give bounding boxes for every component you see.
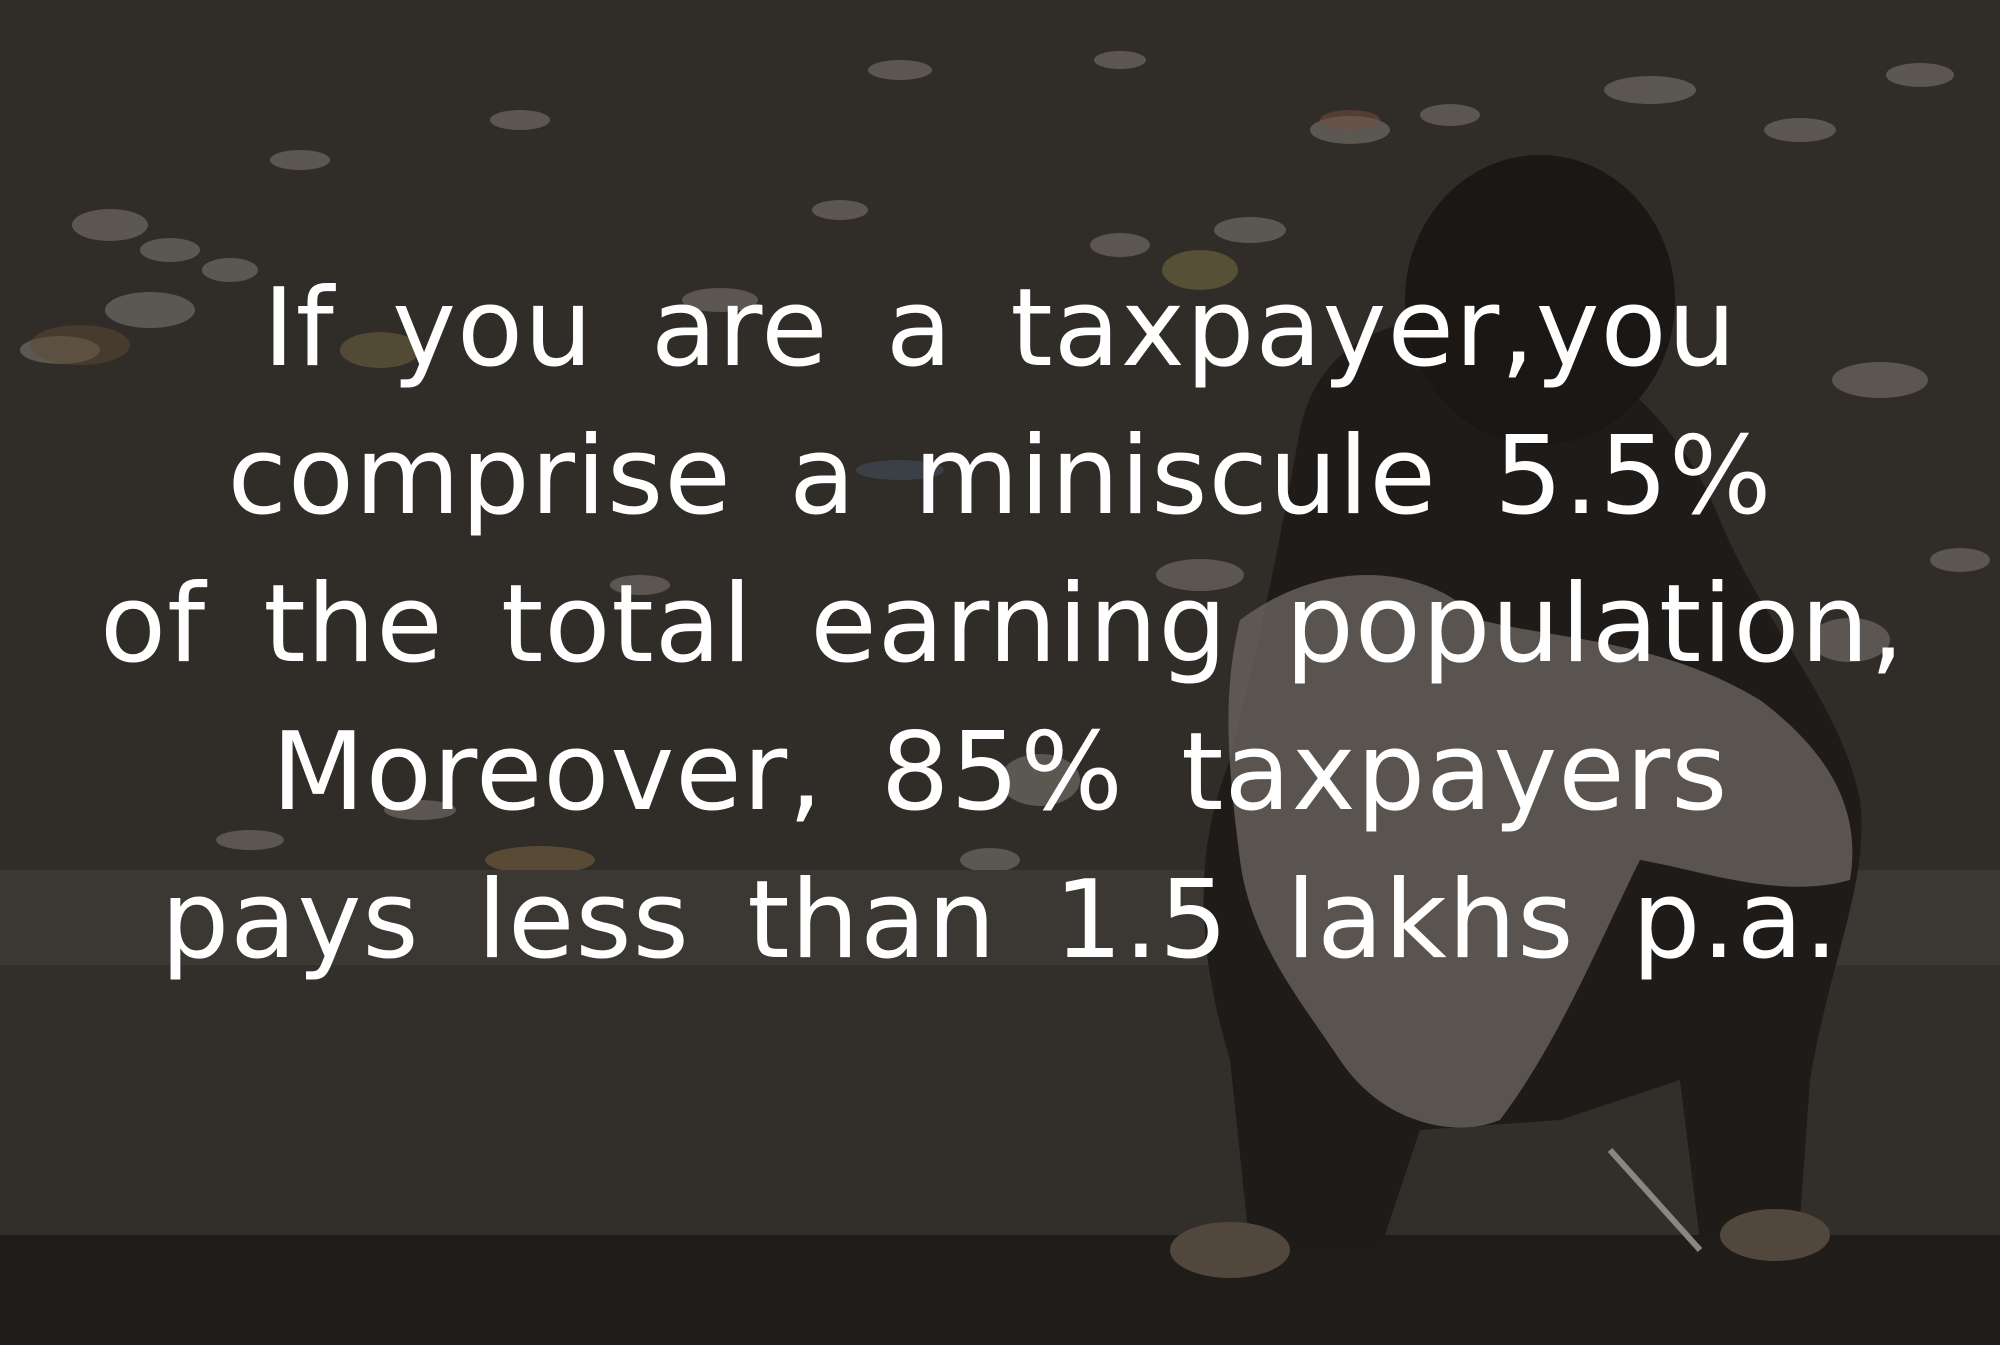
quote-line-4: Moreover, 85% taxpayers <box>271 710 1729 835</box>
quote-line-2: comprise a miniscule 5.5% <box>227 414 1773 539</box>
quote-line-1: If you are a taxpayer,you <box>262 266 1738 391</box>
quote-line-3: of the total earning population, <box>100 562 1906 687</box>
gutter <box>0 1235 2000 1345</box>
litter-colored <box>30 110 1380 874</box>
seated-person <box>1170 155 1862 1278</box>
stick <box>1607 1147 1703 1253</box>
person-foot-left <box>1170 1222 1290 1278</box>
person-foot-right <box>1720 1209 1830 1261</box>
person-head <box>1405 155 1675 445</box>
quote-text: If you are a taxpayer,you comprise a min… <box>100 255 1906 995</box>
person-garment <box>1228 575 1853 1128</box>
litter <box>20 51 1990 956</box>
quote-line-5: pays less than 1.5 lakhs p.a. <box>160 858 1840 983</box>
